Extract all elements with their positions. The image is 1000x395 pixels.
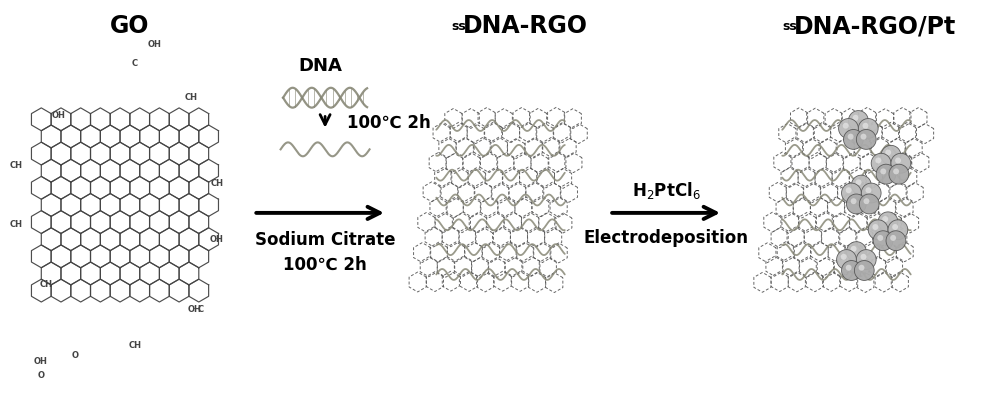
Circle shape — [846, 242, 866, 261]
Circle shape — [856, 130, 876, 149]
Circle shape — [878, 212, 898, 232]
Text: DNA: DNA — [298, 57, 342, 75]
Circle shape — [868, 220, 888, 240]
Circle shape — [891, 153, 911, 173]
Text: C: C — [198, 305, 204, 314]
Circle shape — [839, 118, 858, 138]
Circle shape — [841, 254, 847, 260]
Circle shape — [885, 150, 891, 156]
Text: CH: CH — [10, 161, 23, 170]
Text: OH: OH — [148, 40, 162, 49]
Text: H$_2$PtCl$_6$: H$_2$PtCl$_6$ — [632, 180, 701, 201]
Circle shape — [893, 168, 899, 174]
Circle shape — [858, 118, 878, 138]
Text: CH: CH — [10, 220, 23, 229]
Circle shape — [846, 265, 852, 271]
Circle shape — [859, 194, 879, 214]
Circle shape — [895, 158, 901, 164]
Circle shape — [865, 187, 871, 193]
Text: C: C — [132, 59, 138, 68]
Circle shape — [888, 220, 908, 240]
Text: OH: OH — [210, 235, 224, 244]
Circle shape — [886, 231, 906, 250]
Circle shape — [892, 224, 898, 230]
Circle shape — [837, 250, 856, 269]
Text: O: O — [72, 352, 79, 360]
Text: ss: ss — [451, 20, 466, 33]
Circle shape — [848, 134, 854, 139]
Circle shape — [861, 183, 881, 203]
Text: Electrodeposition: Electrodeposition — [584, 229, 749, 247]
Circle shape — [872, 224, 878, 230]
Circle shape — [856, 250, 876, 269]
Text: OH: OH — [52, 111, 66, 120]
Circle shape — [854, 261, 874, 280]
Circle shape — [846, 187, 852, 193]
Text: CH: CH — [39, 280, 52, 289]
Text: OH: OH — [34, 357, 48, 366]
Circle shape — [842, 183, 861, 203]
Text: Sodium Citrate: Sodium Citrate — [255, 231, 395, 249]
Circle shape — [846, 194, 866, 214]
Text: CH: CH — [210, 179, 223, 188]
Circle shape — [848, 111, 868, 130]
Text: O: O — [37, 371, 44, 380]
Circle shape — [871, 153, 891, 173]
Circle shape — [876, 164, 896, 184]
Circle shape — [889, 164, 909, 184]
Circle shape — [882, 216, 888, 222]
Text: 100℃ 2h: 100℃ 2h — [347, 113, 431, 132]
Circle shape — [856, 179, 862, 185]
Text: DNA-RGO: DNA-RGO — [463, 14, 588, 38]
Circle shape — [877, 235, 883, 241]
Circle shape — [853, 115, 859, 121]
Text: GO: GO — [110, 14, 150, 38]
Circle shape — [863, 198, 869, 204]
Circle shape — [851, 175, 871, 195]
Text: CH: CH — [128, 341, 141, 350]
Text: DNA-RGO/Pt: DNA-RGO/Pt — [794, 14, 956, 38]
Text: ss: ss — [782, 20, 797, 33]
Circle shape — [861, 134, 866, 139]
Circle shape — [859, 265, 864, 271]
Text: OH: OH — [187, 305, 201, 314]
Circle shape — [843, 123, 849, 129]
Circle shape — [844, 130, 863, 149]
Circle shape — [861, 254, 866, 260]
Circle shape — [851, 246, 857, 252]
Circle shape — [873, 231, 893, 250]
Circle shape — [881, 145, 901, 165]
Text: CH: CH — [185, 93, 198, 102]
Circle shape — [842, 261, 861, 280]
Circle shape — [851, 198, 857, 204]
Circle shape — [880, 168, 886, 174]
Circle shape — [875, 158, 881, 164]
Circle shape — [890, 235, 896, 241]
Text: 100℃ 2h: 100℃ 2h — [283, 256, 367, 273]
Circle shape — [863, 123, 868, 129]
